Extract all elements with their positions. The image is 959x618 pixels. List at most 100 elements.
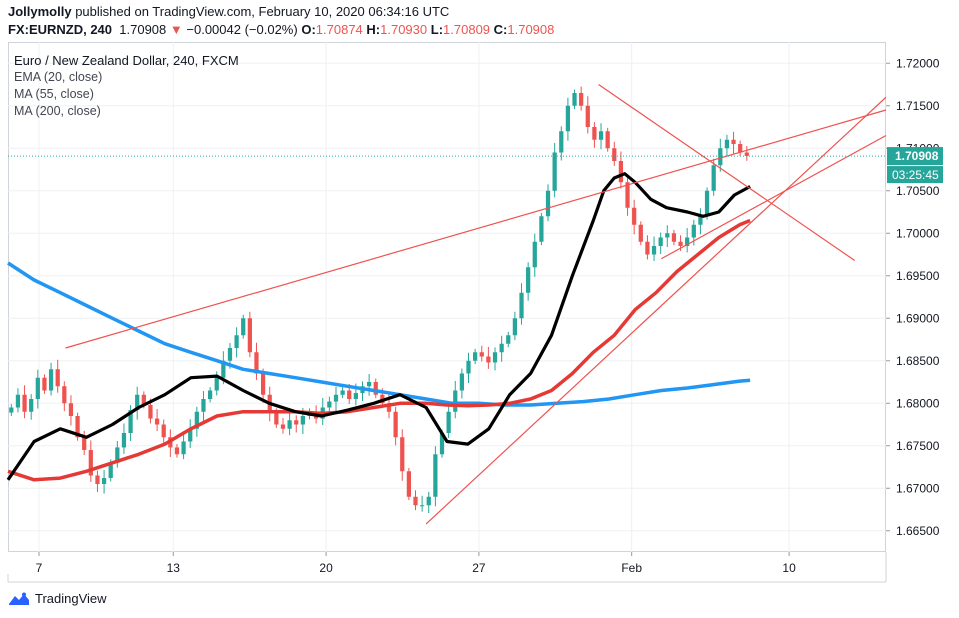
y-tick-label: 1.67000 bbox=[896, 481, 940, 495]
candle-body bbox=[638, 224, 643, 242]
tradingview-brand[interactable]: TradingView bbox=[8, 591, 107, 606]
legend-ma55[interactable]: MA (55, close) bbox=[14, 87, 94, 101]
candle-body bbox=[367, 382, 372, 387]
y-tick-label: 1.69500 bbox=[896, 269, 940, 283]
low-label: L: bbox=[430, 22, 444, 37]
candle-body bbox=[260, 373, 266, 395]
candle-body bbox=[572, 93, 577, 106]
candle-body bbox=[519, 292, 524, 319]
candle-body bbox=[473, 352, 478, 361]
candle-body bbox=[287, 420, 292, 429]
candle-body bbox=[294, 420, 299, 425]
candle-body bbox=[154, 418, 160, 425]
chart-legend: Euro / New Zealand Dollar, 240, FXCM EMA… bbox=[14, 52, 239, 120]
candle-body bbox=[353, 393, 358, 399]
candle-body bbox=[207, 390, 213, 399]
candle-body bbox=[738, 144, 743, 153]
y-tick-label: 1.72000 bbox=[896, 56, 940, 70]
candle-body bbox=[618, 161, 624, 183]
candle-body bbox=[512, 318, 518, 336]
candle-body bbox=[181, 441, 186, 455]
candle-body bbox=[241, 318, 246, 336]
y-tick-label: 1.68000 bbox=[896, 396, 940, 410]
y-tick-label: 1.68500 bbox=[896, 354, 940, 368]
candle-body bbox=[671, 233, 677, 242]
last-price: 1.70908 bbox=[119, 22, 167, 37]
candle-body bbox=[300, 416, 305, 425]
candle-body bbox=[227, 348, 233, 361]
candle-body bbox=[499, 343, 504, 353]
high-label: H: bbox=[366, 22, 381, 37]
candle-body bbox=[426, 496, 431, 506]
candle-body bbox=[48, 369, 54, 391]
open-value: 1.70874 bbox=[315, 22, 363, 37]
y-tick-label: 1.67500 bbox=[896, 439, 940, 453]
candle-body bbox=[585, 105, 590, 127]
candle-body bbox=[632, 207, 637, 225]
countdown-label: 03:25:45 bbox=[892, 168, 939, 182]
publisher-name[interactable]: Jollymolly bbox=[8, 4, 72, 19]
candle-body bbox=[340, 390, 345, 395]
candle-body bbox=[565, 105, 571, 132]
candle-body bbox=[539, 216, 544, 242]
candle-body bbox=[135, 394, 140, 411]
candle-body bbox=[552, 152, 557, 191]
candle-body bbox=[532, 241, 537, 268]
candle-body bbox=[612, 148, 617, 161]
candle-body bbox=[479, 352, 484, 357]
ma55-line bbox=[7, 218, 751, 482]
legend-ema20[interactable]: EMA (20, close) bbox=[14, 70, 103, 84]
candle-body bbox=[274, 411, 279, 425]
candle-body bbox=[466, 360, 471, 374]
candle-body bbox=[433, 454, 438, 497]
price-change: −0.00042 (−0.02%) bbox=[186, 22, 298, 37]
candle-body bbox=[651, 246, 657, 255]
open-label: O: bbox=[301, 22, 316, 37]
candle-body bbox=[373, 382, 378, 395]
candle-body bbox=[446, 411, 451, 433]
candle-body bbox=[386, 403, 392, 412]
symbol-label: FX:EURNZD, 240 bbox=[8, 22, 113, 37]
candle-body bbox=[15, 394, 21, 408]
trendline bbox=[65, 109, 887, 349]
candle-body bbox=[678, 241, 683, 246]
candle-body bbox=[718, 148, 723, 166]
candle-body bbox=[75, 416, 80, 438]
y-tick-label: 1.70000 bbox=[896, 226, 940, 240]
candle-body bbox=[459, 373, 465, 391]
candle-body bbox=[148, 404, 153, 419]
x-tick-label: 27 bbox=[472, 561, 486, 575]
x-tick-label: 20 bbox=[319, 561, 333, 575]
candle-body bbox=[413, 496, 418, 506]
candle-body bbox=[254, 352, 259, 374]
candle-body bbox=[400, 437, 405, 472]
legend-ma200[interactable]: MA (200, close) bbox=[14, 104, 101, 118]
candle-body bbox=[42, 377, 47, 391]
legend-title: Euro / New Zealand Dollar, 240, FXCM bbox=[14, 53, 239, 68]
candle-body bbox=[658, 237, 663, 246]
trendline bbox=[425, 96, 887, 525]
candle-body bbox=[665, 233, 670, 238]
x-tick-label: 13 bbox=[167, 561, 181, 575]
high-value: 1.70930 bbox=[380, 22, 428, 37]
countdown-tag bbox=[887, 166, 943, 184]
candle-body bbox=[333, 394, 339, 402]
candle-body bbox=[108, 462, 113, 479]
candle-body bbox=[559, 131, 564, 153]
candle-body bbox=[247, 318, 252, 353]
x-tick-label: Feb bbox=[621, 561, 642, 575]
candle-body bbox=[29, 399, 34, 412]
candle-body bbox=[506, 335, 511, 344]
close-value: 1.70908 bbox=[507, 22, 555, 37]
candle-body bbox=[22, 394, 27, 412]
y-tick-label: 1.66500 bbox=[896, 524, 940, 538]
x-tick-label: 10 bbox=[782, 561, 796, 575]
candle-body bbox=[347, 390, 352, 399]
publish-line: Jollymolly published on TradingView.com,… bbox=[8, 4, 449, 19]
candle-body bbox=[711, 165, 716, 191]
ema20-line bbox=[6, 172, 751, 481]
ma200-line bbox=[7, 261, 751, 407]
candle-body bbox=[88, 450, 93, 476]
published-text: published on TradingView.com, February 1… bbox=[71, 4, 450, 19]
